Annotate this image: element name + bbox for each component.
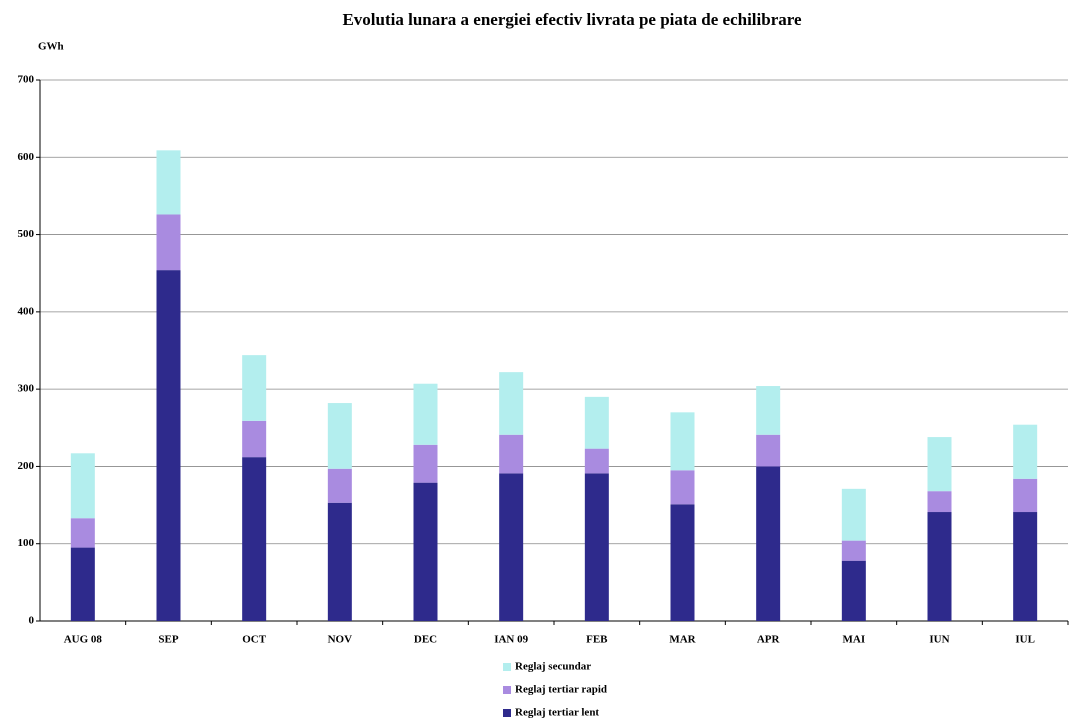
legend-swatch — [503, 663, 511, 671]
bar-segment — [327, 403, 352, 469]
bar-segment — [927, 512, 952, 621]
x-tick-label: MAR — [669, 634, 696, 646]
chart-title: Evolutia lunara a energiei efectiv livra… — [342, 10, 802, 29]
bar-segment — [670, 470, 695, 505]
bar-segment — [584, 396, 609, 449]
bar-segment — [841, 540, 866, 561]
bar-segment — [841, 488, 866, 541]
bar-segment — [242, 420, 267, 458]
bar-segment — [670, 412, 695, 471]
bar-segment — [242, 457, 267, 621]
bar-segment — [327, 468, 352, 503]
bar-segment — [1013, 512, 1038, 621]
y-tick-label: 400 — [18, 305, 35, 317]
x-tick-label: FEB — [586, 634, 608, 646]
x-tick-label: NOV — [328, 634, 353, 646]
bar-segment — [70, 547, 95, 621]
legend-label: Reglaj tertiar lent — [515, 707, 599, 719]
legend-label: Reglaj secundar — [515, 661, 591, 673]
bar-segment — [756, 466, 781, 621]
bar-segment — [584, 448, 609, 474]
y-tick-label: 600 — [18, 151, 35, 163]
y-tick-label: 300 — [18, 383, 35, 395]
x-tick-label: DEC — [414, 634, 437, 646]
bar-segment — [499, 473, 524, 621]
legend-swatch — [503, 709, 511, 717]
y-tick-label: 200 — [18, 460, 35, 472]
bar-segment — [927, 437, 952, 492]
x-tick-label: IUN — [929, 634, 949, 646]
bar-segment — [756, 434, 781, 467]
x-tick-label: MAI — [843, 634, 866, 646]
bar-segment — [70, 518, 95, 548]
bar-segment — [1013, 424, 1038, 479]
y-axis-label: GWh — [38, 41, 64, 53]
bar-segment — [327, 502, 352, 621]
bar-segment — [156, 150, 181, 215]
x-tick-label: APR — [757, 634, 781, 646]
x-tick-label: IAN 09 — [494, 634, 528, 646]
x-tick-label: SEP — [158, 634, 178, 646]
legend-label: Reglaj tertiar rapid — [515, 684, 607, 696]
bar-segment — [70, 453, 95, 519]
bar-segment — [499, 372, 524, 435]
bar-segment — [1013, 478, 1038, 513]
y-tick-label: 0 — [29, 615, 35, 627]
bar-segment — [499, 434, 524, 474]
bar-segment — [584, 473, 609, 621]
x-tick-label: IUL — [1015, 634, 1035, 646]
bar-segment — [927, 491, 952, 513]
y-tick-label: 100 — [18, 537, 35, 549]
bar-segment — [413, 444, 438, 483]
bar-segment — [156, 214, 181, 271]
y-tick-label: 700 — [18, 74, 35, 86]
bar-segment — [413, 383, 438, 445]
bar-segment — [156, 270, 181, 621]
bar-segment — [670, 504, 695, 621]
bar-segment — [242, 355, 267, 421]
bar-segment — [413, 482, 438, 621]
bar-segment — [841, 560, 866, 621]
legend-swatch — [503, 686, 511, 694]
y-tick-label: 500 — [18, 228, 35, 240]
x-tick-label: OCT — [242, 634, 267, 646]
x-tick-label: AUG 08 — [64, 634, 103, 646]
bar-segment — [756, 386, 781, 435]
